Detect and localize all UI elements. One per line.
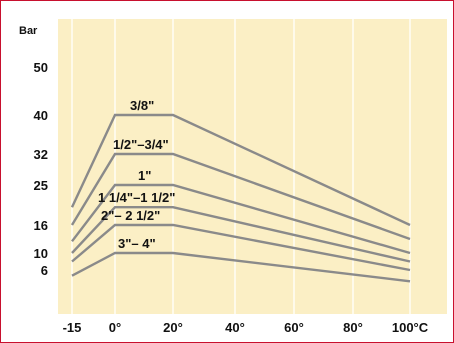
x-tick-label: 60° (284, 320, 304, 335)
x-tick-label: 20° (163, 320, 183, 335)
series-line (70, 152, 411, 241)
series-label: 3/8" (130, 98, 154, 113)
x-tick-labels: -15 0° 20° 40° 60° 80° 100°C (63, 320, 429, 335)
series-label: 2"– 2 1/2" (101, 208, 160, 223)
x-tick-label: 40° (225, 320, 245, 335)
plot-area (58, 19, 447, 314)
y-tick-label: 50 (34, 60, 48, 75)
series-labels: 3/8" 1/2"–3/4" 1" 1 1/4"–1 1/2" 2"– 2 1/2" 3"… (98, 98, 175, 251)
series-line (71, 251, 411, 283)
series-line (71, 183, 411, 255)
grid-lines (71, 19, 411, 314)
x-tick-label: 0° (109, 320, 121, 335)
x-tick-label: 80° (343, 320, 363, 335)
y-tick-label: 10 (34, 246, 48, 261)
series-label: 1/2"–3/4" (113, 137, 169, 152)
series-label: 1" (138, 168, 151, 183)
y-tick-label: 16 (34, 218, 48, 233)
y-tick-label: 40 (34, 108, 48, 123)
y-tick-label: 6 (41, 263, 48, 278)
series-label: 1 1/4"–1 1/2" (98, 190, 175, 205)
y-tick-label: 25 (34, 178, 48, 193)
y-unit-label: Bar (19, 25, 38, 37)
series-line (70, 113, 411, 227)
y-tick-label: 32 (34, 147, 48, 162)
series-lines (70, 113, 411, 283)
series-line (71, 205, 411, 263)
series-line (71, 223, 411, 272)
x-tick-label: -15 (63, 320, 82, 335)
x-tick-label: 100°C (392, 320, 429, 335)
y-tick-labels: 6 10 16 25 32 40 50 (34, 60, 48, 278)
series-label: 3"– 4" (118, 236, 156, 251)
